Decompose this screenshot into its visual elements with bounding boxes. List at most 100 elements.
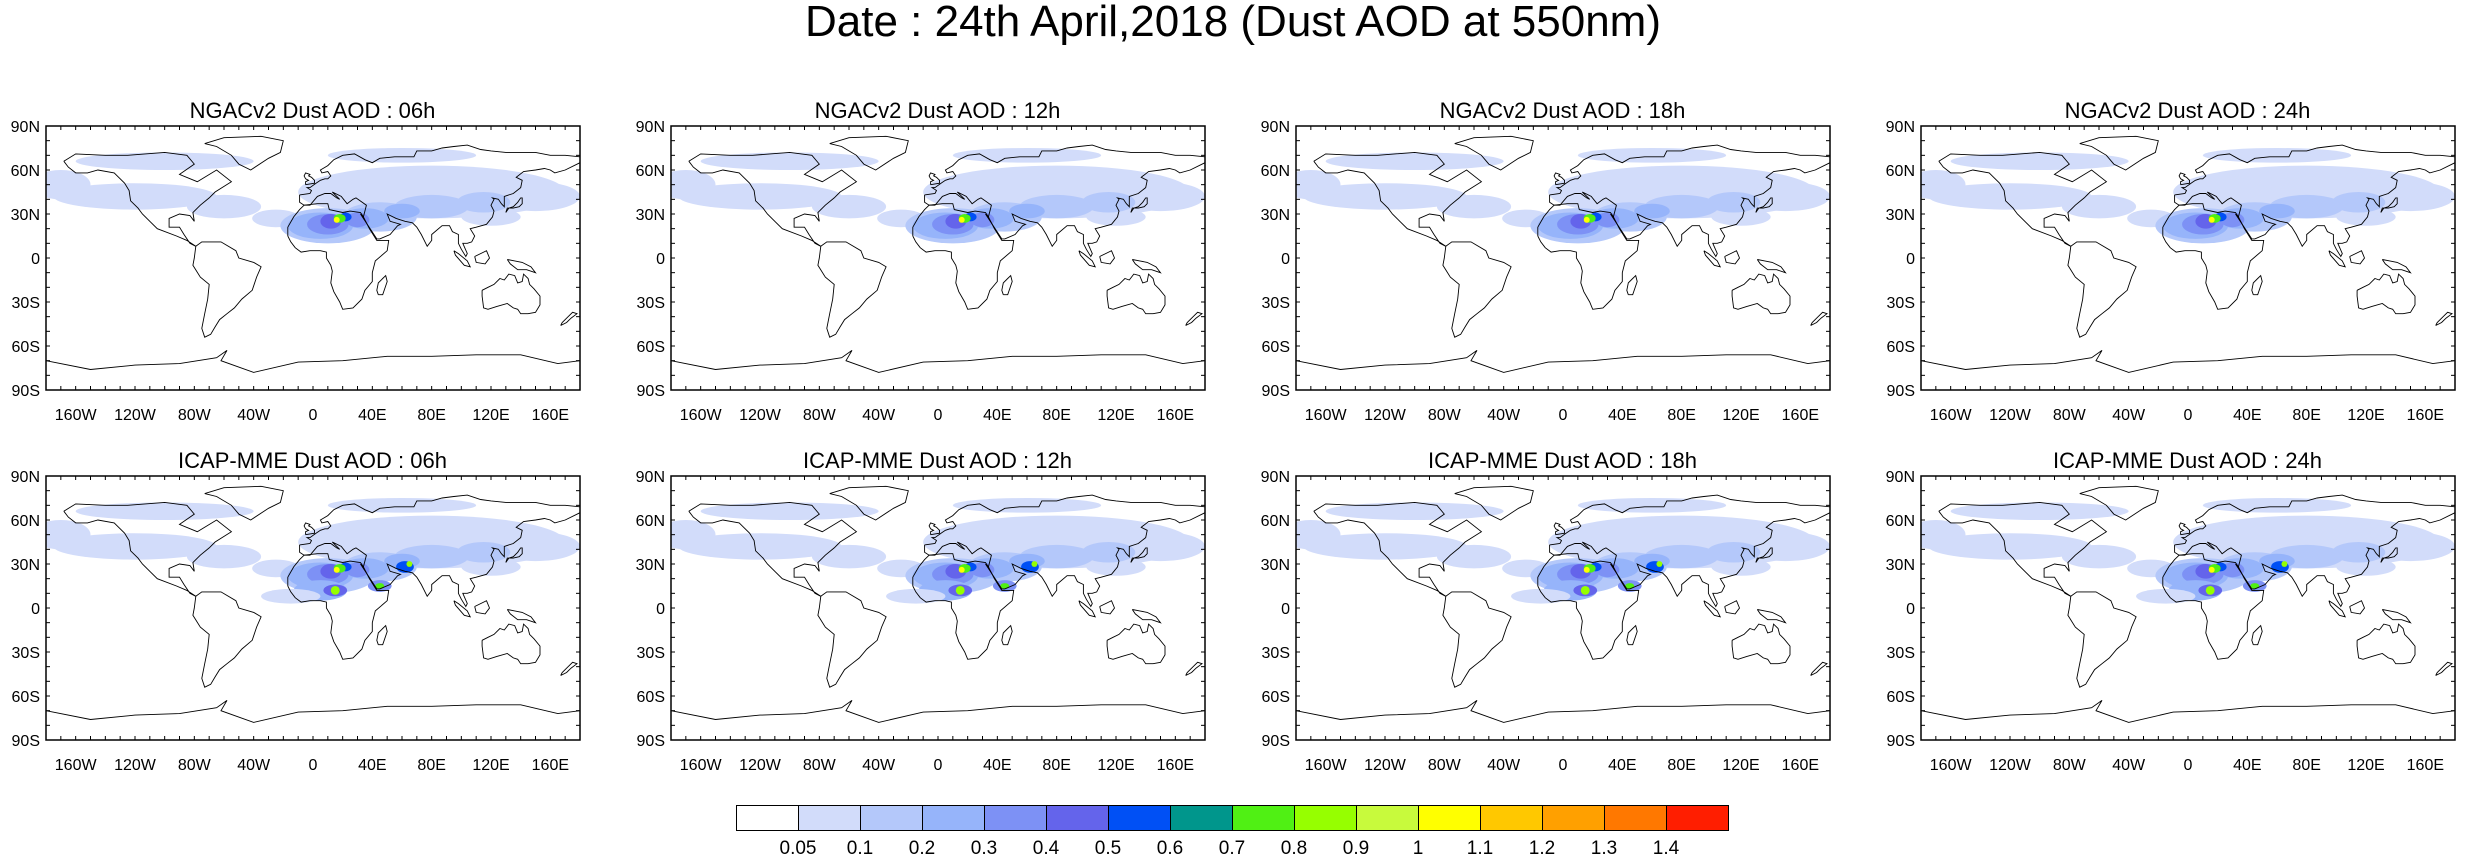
aod-colorbar: 0.05 0.1 0.2 0.3 0.4 0.5 0.6 0.7 0.8 0.9 1 1.1 1.2 1.…	[736, 805, 1729, 858]
lat-tick-label: 60S	[637, 339, 665, 356]
lat-tick-label: 60S	[1887, 339, 1915, 356]
aod-contour	[1634, 203, 1670, 219]
aod-contour	[1116, 531, 1205, 562]
coastline	[46, 350, 580, 373]
coastline	[1130, 197, 1148, 213]
colorbar-label: 1.4	[1652, 838, 1680, 859]
aod-contour	[1928, 183, 2092, 210]
aod-contour	[1325, 502, 1504, 520]
lon-tick-label: 120W	[739, 407, 782, 424]
lat-tick-label: 30S	[1262, 645, 1290, 662]
lon-tick-label: 160W	[1930, 407, 1973, 424]
coastline	[299, 494, 580, 608]
lon-tick-label: 160E	[1157, 407, 1194, 424]
lat-tick-label: 0	[1906, 251, 1915, 268]
aod-contour	[461, 558, 521, 576]
aod-contour	[53, 183, 217, 210]
lon-tick-label: 0	[309, 407, 318, 424]
aod-field	[46, 135, 580, 373]
coastline	[505, 547, 523, 563]
lon-tick-label: 80E	[1667, 407, 1695, 424]
lat-tick-label: 0	[1281, 601, 1290, 618]
coastline	[2380, 547, 2398, 563]
lat-tick-label: 60S	[1262, 689, 1290, 706]
coastline	[1454, 135, 1534, 171]
lat-tick-label: 0	[31, 251, 40, 268]
lat-tick-label: 60N	[1261, 163, 1290, 180]
aod-contour	[958, 566, 965, 573]
aod-contour	[2205, 586, 2215, 595]
colorbar-label: 0.3	[970, 838, 998, 859]
panel-title: ICAP-MME Dust AOD : 06h	[178, 448, 447, 473]
aod-field	[1921, 485, 2455, 723]
coastline	[817, 241, 887, 338]
coastline	[2356, 273, 2416, 315]
coastline	[299, 144, 580, 258]
coastline	[1099, 250, 1116, 265]
aod-contour	[1436, 544, 1512, 569]
coastline	[1553, 522, 1565, 536]
lon-tick-label: 80E	[417, 757, 445, 774]
lon-tick-label: 120W	[1989, 757, 2032, 774]
aod-contour	[1741, 181, 1830, 212]
lat-tick-label: 30N	[1261, 557, 1290, 574]
aod-contour	[2336, 208, 2396, 226]
panel-title: NGACv2 Dust AOD : 18h	[1439, 98, 1686, 123]
lat-tick-label: 90S	[637, 733, 665, 750]
lon-tick-label: 40W	[237, 757, 271, 774]
coastline	[1553, 172, 1565, 186]
aod-contour	[1921, 170, 1966, 200]
lon-tick-label: 160E	[1782, 757, 1819, 774]
aod-contour	[327, 148, 477, 163]
panel-title: NGACv2 Dust AOD : 24h	[2064, 98, 2311, 123]
aod-contour	[2208, 566, 2215, 573]
lat-tick-label: 90S	[1262, 383, 1290, 400]
lon-tick-label: 80W	[178, 757, 212, 774]
coastline	[2174, 494, 2455, 608]
aod-contour	[46, 170, 91, 200]
aod-contour	[491, 531, 580, 562]
coastline	[1921, 350, 2455, 373]
aod-contour	[456, 192, 511, 213]
aod-contour	[2331, 542, 2386, 563]
coastline	[2079, 485, 2159, 521]
coastline	[204, 485, 284, 521]
lat-tick-label: 90N	[11, 119, 40, 136]
coastline	[1549, 144, 1830, 258]
lon-tick-label: 0	[2184, 757, 2193, 774]
coastline	[928, 172, 940, 186]
aod-contour	[1950, 152, 2129, 170]
coastline	[63, 151, 233, 247]
aod-contour	[700, 152, 879, 170]
coastline	[829, 135, 909, 171]
coastline	[2435, 661, 2453, 676]
lon-tick-label: 120E	[472, 407, 509, 424]
aod-contour	[886, 588, 946, 604]
coastline	[2349, 250, 2366, 265]
lon-tick-label: 40W	[2112, 407, 2146, 424]
coastline	[1703, 250, 1722, 268]
coastline	[1106, 623, 1166, 665]
lon-tick-label: 160W	[680, 757, 723, 774]
lat-tick-label: 30N	[1886, 207, 1915, 224]
aod-contour	[1577, 148, 1727, 163]
aod-contour	[1081, 192, 1136, 213]
coastline	[1131, 259, 1162, 274]
coastline	[1185, 311, 1203, 326]
coastline	[287, 553, 390, 660]
aod-contour	[2366, 181, 2455, 212]
lon-tick-label: 40E	[358, 407, 386, 424]
aod-field	[46, 485, 580, 723]
lon-tick-label: 40W	[862, 407, 896, 424]
colorbar-label: 1	[1412, 838, 1424, 859]
aod-contour	[1296, 170, 1341, 200]
lon-tick-label: 160W	[1930, 757, 1973, 774]
aod-contour	[1706, 542, 1761, 563]
coastline	[817, 591, 887, 688]
lon-tick-label: 80E	[2292, 407, 2320, 424]
lon-tick-label: 0	[1559, 407, 1568, 424]
lon-tick-label: 160E	[2407, 407, 2444, 424]
aod-contour	[53, 533, 217, 560]
lat-tick-label: 30N	[636, 557, 665, 574]
colorbar-swatch	[1108, 805, 1171, 831]
